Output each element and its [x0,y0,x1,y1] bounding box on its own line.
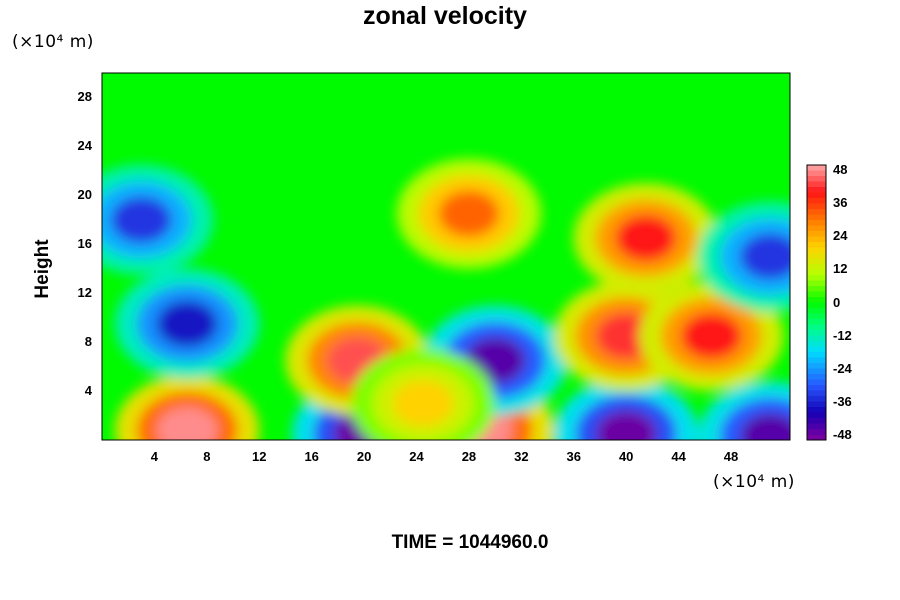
colorbar-segment [807,401,826,408]
time-label: TIME = 1044960.0 [391,532,549,553]
colorbar-segment [807,242,826,248]
colorbar-tick-label: 12 [833,261,848,277]
colorbar-segment [807,192,826,199]
y-tick-label: 24 [77,138,92,154]
colorbar-segment [807,176,826,182]
colorbar-segment [807,346,826,353]
x-tick-label: 20 [356,449,372,464]
colorbar-tick-label: 24 [833,228,848,244]
y-tick-label: 12 [77,285,92,301]
plot-frame [101,72,791,441]
colorbar-segment [807,363,826,369]
colorbar-segment [807,407,826,413]
colorbar-segment [807,264,826,270]
x-tick-label: 36 [566,449,581,464]
x-tick-label: 48 [723,449,739,464]
colorbar-segment [807,225,826,232]
colorbar-segment [807,286,826,292]
y-tick-label: 28 [77,89,92,105]
velocity-cell [595,410,657,440]
x-tick-label: 32 [514,449,529,464]
chart-title: zonal velocity [363,2,527,30]
colorbar-segment [807,291,826,298]
x-tick-label: 24 [409,449,424,464]
colorbar-segment [807,198,826,204]
colorbar-segment [807,302,826,309]
colorbar-segment [807,181,826,188]
velocity-field [102,73,790,440]
velocity-cell [156,407,218,440]
colorbar-segment [807,236,826,243]
velocity-cell [156,300,218,347]
x-axis-unit: (×10⁴ m) [713,472,795,492]
colorbar-segment [807,434,826,441]
velocity-cell [392,380,454,427]
x-tick-label: 40 [618,449,634,464]
colorbar-segment [807,352,826,358]
colorbar-segment [807,258,826,265]
colorbar-segment [807,297,826,303]
colorbar [806,164,827,441]
colorbar-segment [807,418,826,424]
y-tick-label: 4 [84,383,92,399]
velocity-cell [740,413,790,440]
colorbar-tick-label: -48 [833,427,852,442]
colorbar-segment [807,253,826,259]
velocity-cell [681,312,742,360]
velocity-cell [615,215,677,262]
colorbar-frame [806,164,827,441]
colorbar-segment [807,220,826,226]
colorbar-segment [807,319,826,325]
y-tick-label: 16 [77,236,92,252]
x-tick-label: 8 [203,449,211,464]
colorbar-tick-label: 0 [833,294,841,310]
x-tick-label: 4 [150,449,159,464]
colorbar-tick-label: -36 [833,393,852,409]
colorbar-segment [807,374,826,380]
colorbar-segment [807,209,826,215]
x-tick-label: 44 [671,449,686,464]
colorbar-segment [807,412,826,419]
x-tick-label: 28 [461,449,477,464]
colorbar-tick-label: 36 [833,195,848,211]
colorbar-segment [807,275,826,281]
colorbar-segment [807,335,826,342]
colorbar-tick-label: -24 [833,360,852,376]
colorbar-segment [807,368,826,375]
colorbar-segment [807,247,826,254]
colorbar-segment [807,187,826,193]
colorbar-segment [807,357,826,364]
colorbar-segment [807,396,826,402]
y-tick-label: 20 [77,187,92,203]
colorbar-segment [807,313,826,320]
colorbar-segment [807,423,826,430]
velocity-cell [438,190,500,237]
colorbar-segment [807,429,826,435]
colorbar-segment [807,379,826,386]
velocity-cell [111,196,172,243]
colorbar-segment [807,341,826,347]
colorbar-segment [807,330,826,336]
colorbar-segment [807,214,826,221]
x-tick-label: 12 [252,449,267,464]
colorbar-segment [807,165,826,171]
colorbar-segment [807,280,826,287]
colorbar-segment [807,170,826,177]
colorbar-segment [807,385,826,391]
y-tick-label: 8 [84,334,92,350]
colorbar-tick-label: -12 [833,327,852,343]
colorbar-segment [807,203,826,210]
colorbar-segment [807,231,826,237]
colorbar-tick-label: 48 [833,162,848,177]
colorbar-segment [807,308,826,314]
colorbar-segment [807,269,826,276]
colorbar-segment [807,324,826,331]
x-tick-label: 16 [304,449,319,464]
velocity-cell [740,233,790,280]
colorbar-segment [807,390,826,397]
y-axis-unit: (×10⁴ m) [12,32,94,52]
